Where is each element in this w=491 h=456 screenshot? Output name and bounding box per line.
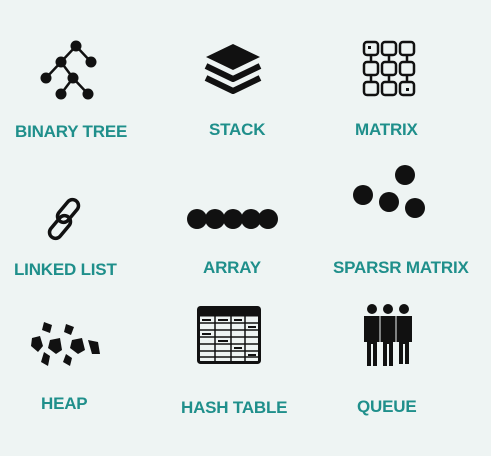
label-hash-table: HASH TABLE xyxy=(181,398,288,417)
label-sparse-matrix: SPARSR MATRIX xyxy=(333,258,469,277)
label-binary-tree: BINARY TREE xyxy=(15,122,128,141)
heap-icon xyxy=(28,320,102,368)
queue-icon xyxy=(360,302,418,368)
matrix-icon xyxy=(362,40,416,98)
binary-tree-icon xyxy=(36,38,102,102)
sparse-matrix-icon xyxy=(350,162,430,222)
label-matrix: MATRIX xyxy=(355,120,418,139)
array-icon xyxy=(186,207,278,231)
label-heap: HEAP xyxy=(41,394,88,413)
hash-table-icon xyxy=(197,306,261,364)
label-stack: STACK xyxy=(209,120,266,139)
label-linked-list: LINKED LIST xyxy=(14,260,117,279)
label-queue: QUEUE xyxy=(357,397,417,416)
link-icon xyxy=(44,196,88,242)
stack-icon xyxy=(204,42,262,96)
label-array: ARRAY xyxy=(203,258,261,277)
